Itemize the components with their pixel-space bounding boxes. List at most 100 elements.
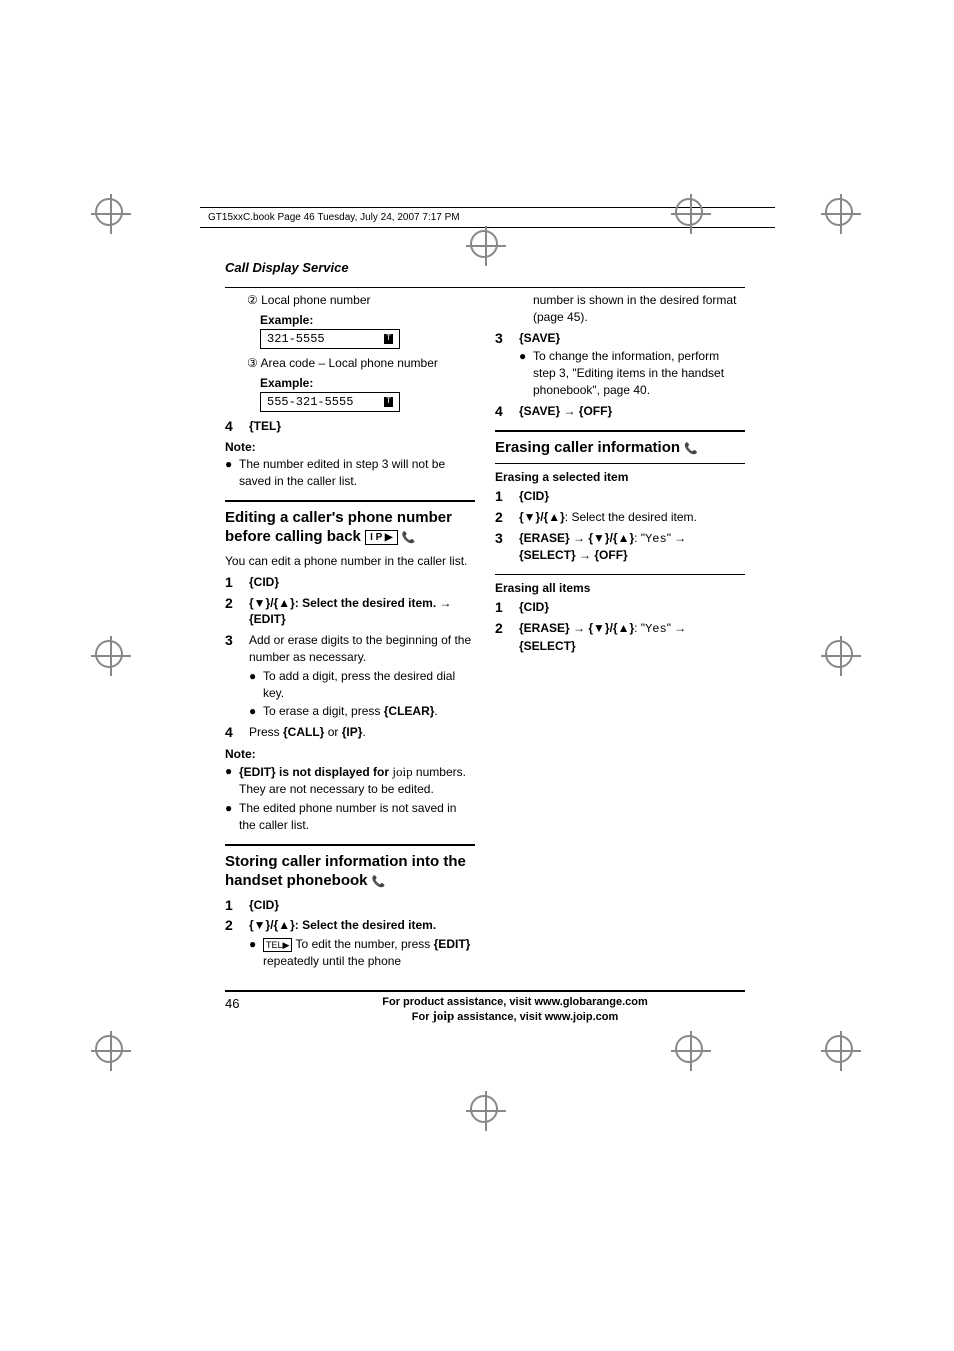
e1-s1-num: 1: [495, 488, 519, 505]
circled-3: ③: [247, 356, 258, 370]
joip-text: joip: [392, 764, 412, 779]
reg-mark: [95, 640, 135, 680]
example-1-value: 321-5555: [267, 332, 325, 346]
store-s2-content: {▼}/{▲}: Select the desired item. ●TEL▶ …: [249, 917, 475, 969]
edit-title-text: Editing a caller's phone number before c…: [225, 509, 452, 546]
step-3-num: 3: [225, 632, 249, 720]
page-number: 46: [225, 996, 285, 1024]
example-label: Example:: [260, 313, 475, 327]
reg-mark: [675, 198, 715, 238]
edit-note-b1: {EDIT} is not displayed for joip numbers…: [239, 763, 475, 798]
e2-s2-num: 2: [495, 620, 519, 655]
erase-title-text: Erasing caller information: [495, 439, 680, 456]
erase-section-title: Erasing caller information 📞: [495, 430, 745, 458]
reg-mark: [675, 1035, 715, 1075]
footer-line2c: assistance, visit www.joip.com: [454, 1011, 618, 1023]
reg-mark: [825, 198, 865, 238]
step-3-text: Add or erase digits to the beginning of …: [249, 633, 471, 664]
divider: [225, 287, 745, 288]
divider: [495, 463, 745, 464]
ip-badge: I P ▶: [365, 530, 398, 545]
page-content: Call Display Service ② Local phone numbe…: [225, 260, 745, 1024]
divider: [495, 574, 745, 575]
reg-mark: [470, 1095, 510, 1135]
r-s3-b1: To change the information, perform step …: [533, 348, 745, 398]
item3-label: Area code – Local phone number: [260, 356, 437, 370]
erase-sub1-label: Erasing a selected item: [495, 470, 745, 484]
store-section-title: Storing caller information into the hand…: [225, 844, 475, 891]
step-3-b1: To add a digit, press the desired dial k…: [263, 668, 475, 702]
bullet-dot: ●: [225, 800, 239, 834]
tel-icon: T: [384, 334, 393, 344]
step-4e-text: Press {CALL} or {IP}.: [249, 724, 475, 741]
tel-icon: T: [384, 397, 393, 407]
item2-label: Local phone number: [261, 293, 370, 307]
footer: 46 For product assistance, visit www.glo…: [225, 990, 745, 1024]
edit-note-b2: The edited phone number is not saved in …: [239, 800, 475, 834]
step-3-content: Add or erase digits to the beginning of …: [249, 632, 475, 720]
footer-joip: joip: [433, 1008, 455, 1023]
e2-s1-num: 1: [495, 599, 519, 616]
store-s2-sub: TEL▶ To edit the number, press {EDIT} re…: [263, 936, 475, 970]
step-1-num: 1: [225, 574, 249, 591]
reg-mark: [825, 1035, 865, 1075]
tel-badge: TEL▶: [263, 938, 292, 953]
bullet-dot: ●: [249, 703, 263, 720]
r-s3-num: 3: [495, 330, 519, 399]
section-title: Call Display Service: [225, 260, 745, 275]
step-4e-num: 4: [225, 724, 249, 741]
erase-sub2-label: Erasing all items: [495, 581, 745, 595]
circled-2: ②: [247, 293, 258, 307]
e1-s1-text: {CID}: [519, 488, 745, 505]
e2-s2-text: {ERASE} → {▼}/{▲}: "Yes" → {SELECT}: [519, 620, 745, 655]
step-2-text: {▼}/{▲}: Select the desired item. →: [249, 596, 451, 610]
bullet-dot: ●: [225, 456, 239, 490]
store-title-text: Storing caller information into the hand…: [225, 853, 466, 890]
store-s2-num: 2: [225, 917, 249, 969]
r-s4-text: {SAVE} → {OFF}: [519, 403, 745, 420]
r-s3-content: {SAVE} ●To change the information, perfo…: [519, 330, 745, 399]
right-column: number is shown in the desired format (p…: [495, 292, 745, 970]
note-b1a: {EDIT} is not displayed for: [239, 765, 392, 779]
footer-line1: For product assistance, visit www.globar…: [382, 996, 648, 1008]
r-s3-text: {SAVE}: [519, 331, 560, 345]
e1-s2-num: 2: [495, 509, 519, 526]
step-2-num: 2: [225, 595, 249, 629]
bullet-dot: ●: [249, 936, 263, 970]
reg-mark: [95, 198, 135, 238]
store-s2-text: {▼}/{▲}: Select the desired item.: [249, 918, 436, 932]
edit-intro: You can edit a phone number in the calle…: [225, 553, 475, 570]
e1-s3-text: {ERASE} → {▼}/{▲}: "Yes" → {SELECT} → {O…: [519, 530, 745, 565]
e1-s2-text: {▼}/{▲}: Select the desired item.: [519, 509, 745, 526]
bullet-dot: ●: [519, 348, 533, 398]
step-3-b2: To erase a digit, press {CLEAR}.: [263, 703, 438, 720]
example-box-2: 555-321-5555 T: [260, 392, 400, 412]
bullet-dot: ●: [249, 668, 263, 702]
note-label-2: Note:: [225, 747, 475, 761]
store-s1-text: {CID}: [249, 897, 475, 914]
store-s1-num: 1: [225, 897, 249, 914]
handset-icon: 📞: [402, 531, 416, 545]
step-num-4: 4: [225, 418, 249, 435]
example-box-1: 321-5555 T: [260, 329, 400, 349]
edit-section-title: Editing a caller's phone number before c…: [225, 500, 475, 547]
footer-line2a: For: [412, 1011, 433, 1023]
step-1-text: {CID}: [249, 574, 475, 591]
handset-icon: 📞: [372, 875, 386, 889]
e2-s1-text: {CID}: [519, 599, 745, 616]
step-2-content: {▼}/{▲}: Select the desired item. → {EDI…: [249, 595, 475, 629]
handset-icon: 📞: [684, 442, 698, 456]
e1-s3-num: 3: [495, 530, 519, 565]
note-text: The number edited in step 3 will not be …: [239, 456, 475, 490]
step-4-text: {TEL}: [249, 418, 475, 435]
bullet-dot: ●: [225, 763, 239, 798]
note-label: Note:: [225, 440, 475, 454]
footer-text: For product assistance, visit www.globar…: [285, 996, 745, 1024]
reg-mark: [95, 1035, 135, 1075]
reg-mark: [825, 640, 865, 680]
example-2-value: 555-321-5555: [267, 395, 353, 409]
r-s4-num: 4: [495, 403, 519, 420]
example-label-2: Example:: [260, 376, 475, 390]
step-2-text2: {EDIT}: [249, 612, 286, 626]
cont-text: number is shown in the desired format (p…: [533, 292, 745, 326]
